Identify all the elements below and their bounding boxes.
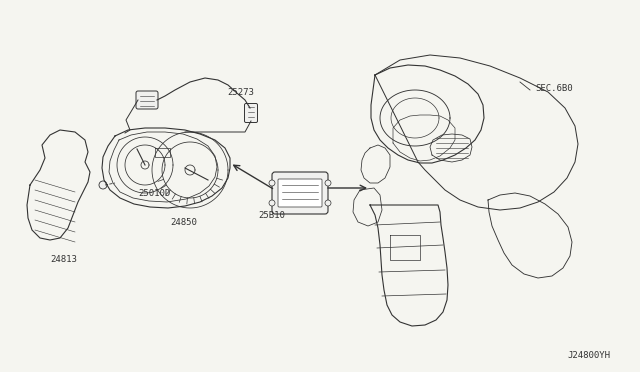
FancyBboxPatch shape (136, 91, 158, 109)
Circle shape (269, 200, 275, 206)
Text: 25273: 25273 (227, 87, 254, 96)
Text: SEC.6B0: SEC.6B0 (535, 83, 573, 93)
Text: 25B10: 25B10 (258, 211, 285, 219)
Text: 24850: 24850 (170, 218, 197, 227)
Text: 24813: 24813 (50, 256, 77, 264)
FancyBboxPatch shape (272, 172, 328, 214)
FancyBboxPatch shape (278, 179, 322, 207)
Circle shape (325, 180, 331, 186)
Circle shape (99, 181, 107, 189)
Text: 25010D: 25010D (138, 189, 170, 198)
Circle shape (325, 200, 331, 206)
FancyBboxPatch shape (244, 103, 257, 122)
Circle shape (269, 180, 275, 186)
Text: J24800YH: J24800YH (567, 350, 610, 359)
